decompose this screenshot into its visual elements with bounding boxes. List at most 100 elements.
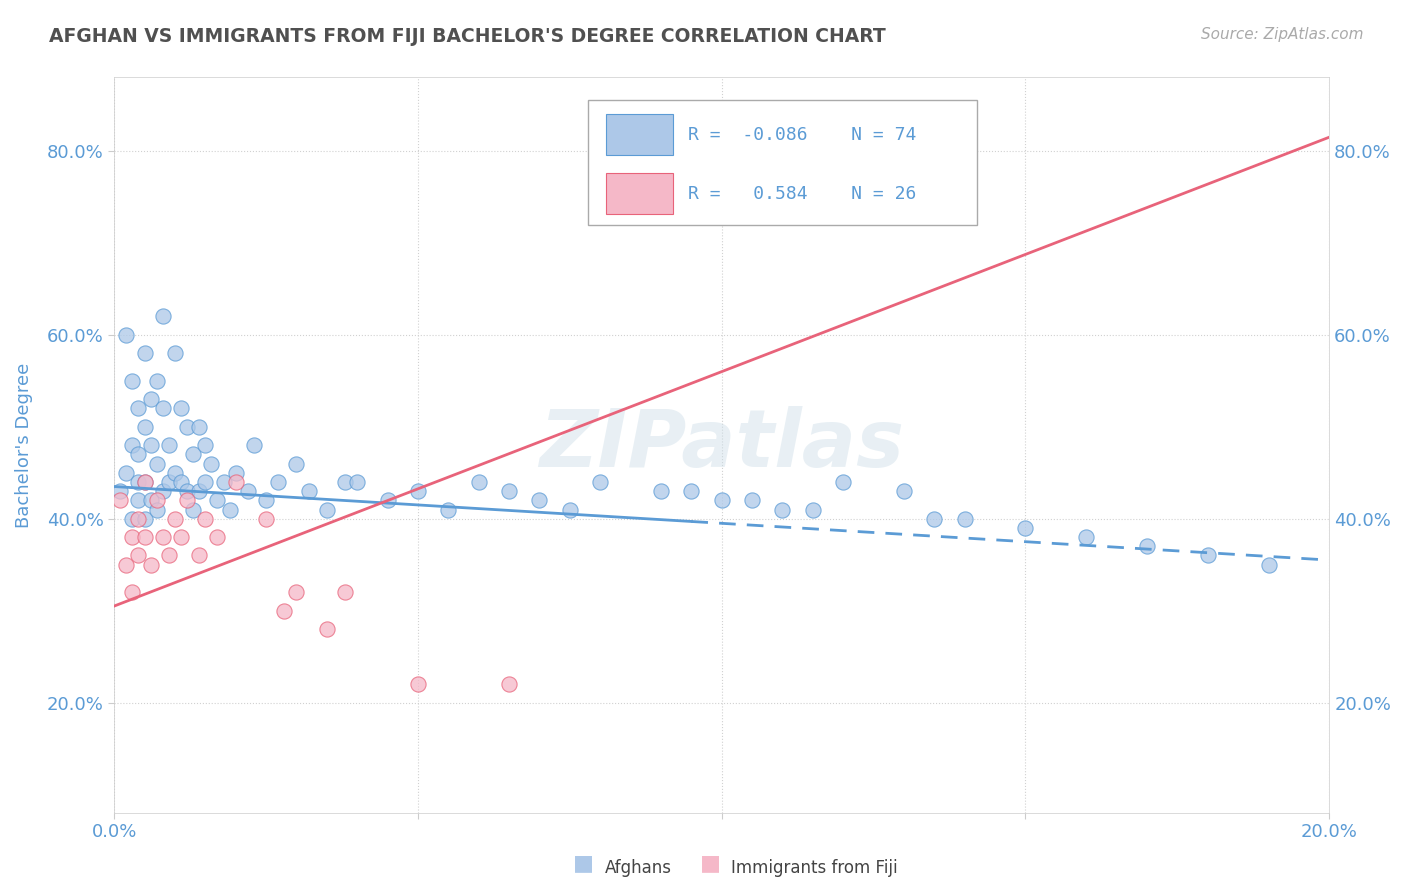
Point [145,493,167,508]
Text: ■: ■ [574,853,593,872]
Text: AFGHAN VS IMMIGRANTS FROM FIJI BACHELOR'S DEGREE CORRELATION CHART: AFGHAN VS IMMIGRANTS FROM FIJI BACHELOR'… [49,27,886,45]
Point [188,484,211,499]
Point [127,401,149,416]
Text: ZIPatlas: ZIPatlas [540,406,904,484]
Point [801,502,824,516]
Point [134,475,156,489]
Point [170,530,193,544]
Point [121,374,143,388]
Point [333,585,356,599]
Point [218,502,240,516]
Point [134,512,156,526]
Point [212,475,235,489]
Point [110,493,132,508]
Point [152,401,174,416]
Point [589,475,612,489]
Point [346,475,368,489]
Point [134,346,156,360]
Point [163,346,186,360]
Point [207,530,229,544]
Point [121,438,143,452]
Point [529,493,551,508]
Point [110,484,132,499]
Point [139,493,162,508]
Point [134,419,156,434]
Point [181,502,204,516]
Point [127,493,149,508]
Point [267,475,290,489]
Point [225,475,247,489]
Point [115,558,138,572]
Point [1197,549,1219,563]
Point [297,484,319,499]
Text: Afghans: Afghans [605,859,672,877]
Point [315,622,337,636]
Point [273,604,295,618]
Point [163,512,186,526]
Point [127,512,149,526]
Text: ■: ■ [700,853,720,872]
Y-axis label: Bachelor's Degree: Bachelor's Degree [15,362,32,528]
Point [115,466,138,480]
Point [437,502,460,516]
Point [225,466,247,480]
Point [207,493,229,508]
Point [181,447,204,461]
Point [145,502,167,516]
Point [152,310,174,324]
Point [406,484,429,499]
Point [127,447,149,461]
Point [893,484,915,499]
Point [188,419,211,434]
Point [924,512,946,526]
Point [121,530,143,544]
Point [176,484,198,499]
Point [285,457,308,471]
Point [139,558,162,572]
Point [163,466,186,480]
Point [176,419,198,434]
Text: Source: ZipAtlas.com: Source: ZipAtlas.com [1201,27,1364,42]
Point [681,484,703,499]
Bar [606,173,673,213]
Point [558,502,581,516]
Point [498,677,520,691]
Point [194,475,217,489]
Point [832,475,855,489]
Point [152,484,174,499]
Text: R =  -0.086    N = 74: R = -0.086 N = 74 [688,126,917,144]
Point [176,493,198,508]
Point [254,512,277,526]
Point [1076,530,1098,544]
Point [1136,539,1159,553]
Point [152,530,174,544]
Point [650,484,672,499]
Point [1014,521,1036,535]
Point [467,475,489,489]
Point [134,530,156,544]
Point [498,484,520,499]
Text: R =   0.584    N = 26: R = 0.584 N = 26 [688,185,917,202]
Point [333,475,356,489]
Point [145,457,167,471]
Point [157,549,180,563]
Point [145,374,167,388]
Point [710,493,733,508]
Point [406,677,429,691]
Point [134,475,156,489]
Point [127,549,149,563]
Bar [606,114,673,154]
Point [170,475,193,489]
Point [254,493,277,508]
Point [194,438,217,452]
Point [115,327,138,342]
Point [121,512,143,526]
Point [243,438,266,452]
Point [285,585,308,599]
Point [194,512,217,526]
Point [953,512,976,526]
Point [772,502,794,516]
Point [139,392,162,407]
Point [127,475,149,489]
Point [157,438,180,452]
